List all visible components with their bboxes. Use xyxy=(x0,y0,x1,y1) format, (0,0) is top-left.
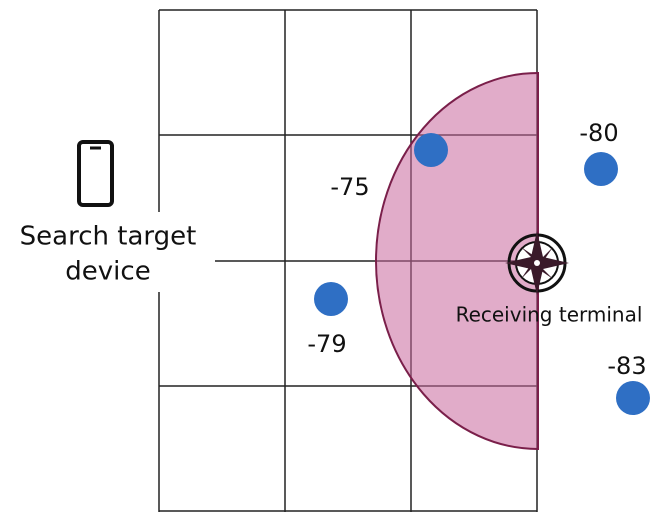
reading: -83 xyxy=(607,352,646,380)
signal-dots xyxy=(314,133,650,415)
reading: -80 xyxy=(579,119,618,147)
target-label: Search target xyxy=(20,222,197,252)
compass-icon xyxy=(505,231,569,295)
dot xyxy=(414,133,448,167)
phone-icon xyxy=(77,140,114,207)
reception-area xyxy=(375,71,539,451)
label-backdrop xyxy=(0,212,215,292)
dot xyxy=(584,152,618,186)
receiver-label: Receiving terminal xyxy=(456,303,643,327)
reading: -75 xyxy=(330,173,369,201)
target-label: device xyxy=(65,257,150,287)
dot xyxy=(616,381,650,415)
dot xyxy=(314,282,348,316)
reading: -79 xyxy=(307,330,346,358)
